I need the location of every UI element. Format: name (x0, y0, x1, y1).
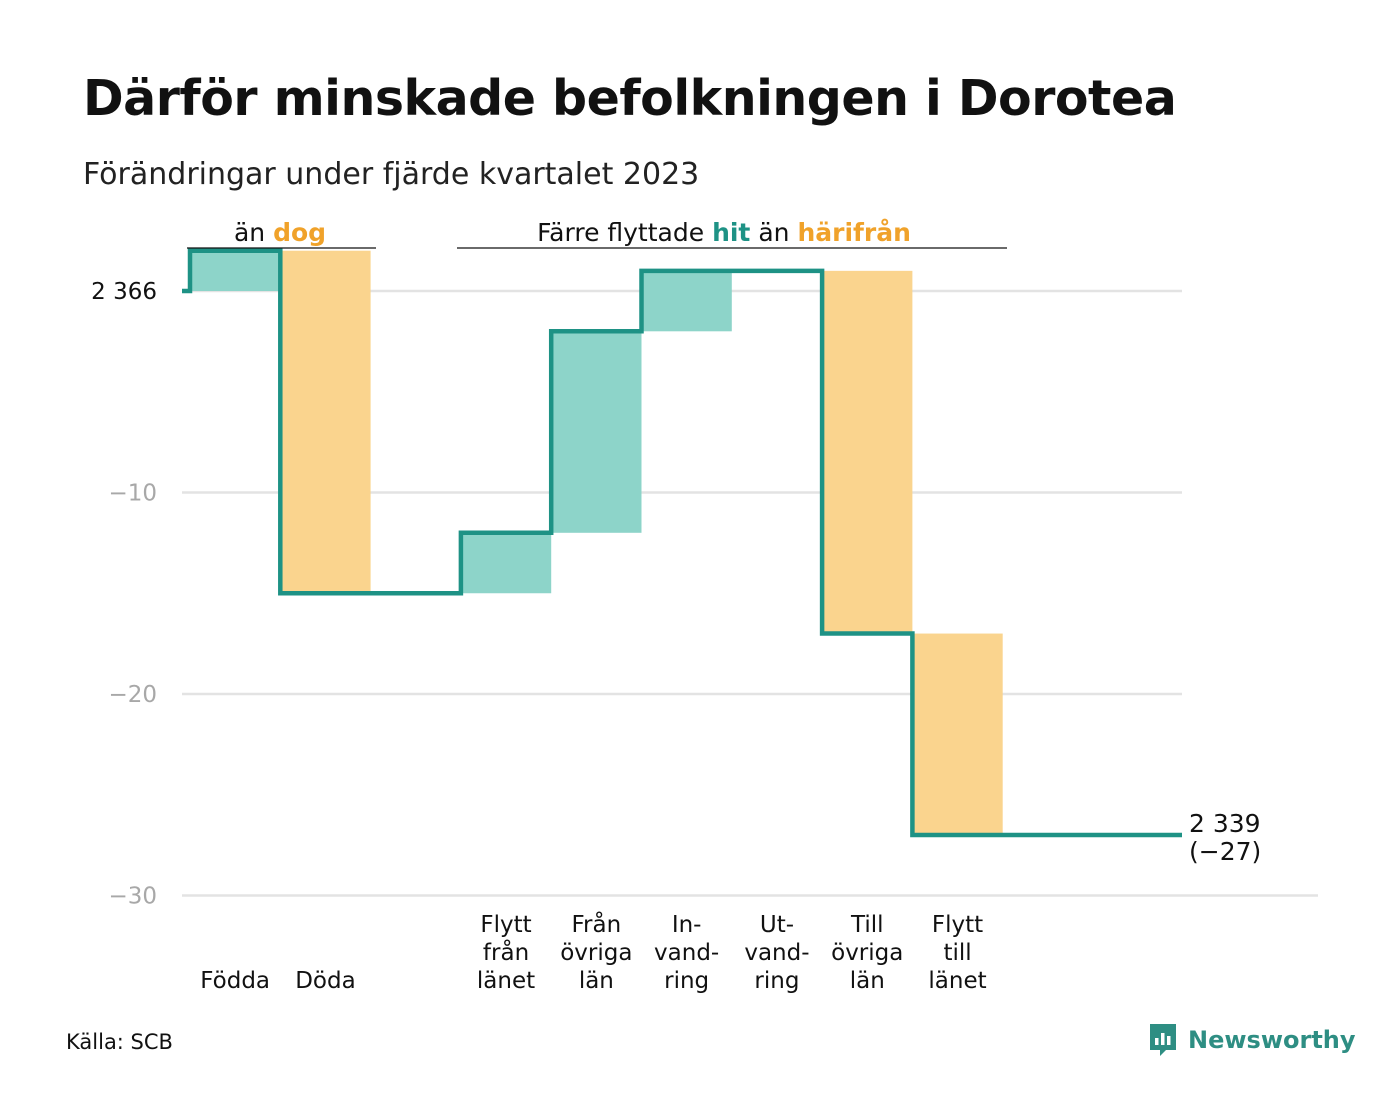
newsworthy-logo-icon (1150, 1024, 1176, 1056)
category-label: Från (572, 910, 622, 938)
end-value-label: 2 339 (1189, 809, 1261, 838)
category-label: vand- (654, 940, 719, 966)
category-label: till (943, 940, 971, 966)
category-label: övriga (560, 940, 632, 966)
category-label: övriga (831, 940, 903, 966)
decrease-bar (912, 633, 1003, 836)
chart-title: Därför minskade befolkningen i Dorotea (83, 70, 1177, 127)
annotation-dog: än dog (234, 218, 326, 247)
decrease-bar (280, 250, 371, 594)
category-label: Ut- (760, 912, 794, 938)
category-label: Döda (295, 968, 355, 994)
category-label: län (850, 968, 885, 994)
increase-bar (641, 270, 732, 332)
newsworthy-logo-text: Newsworthy (1188, 1026, 1356, 1054)
category-label: ring (754, 968, 799, 994)
y-tick-label: −20 (108, 682, 157, 708)
decrease-bar (822, 270, 913, 634)
y-tick-label: −30 (108, 884, 157, 910)
source-note: Källa: SCB (66, 1030, 173, 1054)
chart-subtitle: Förändringar under fjärde kvartalet 2023 (83, 157, 700, 192)
category-label: Till (850, 912, 884, 938)
start-value-label: 2 366 (91, 279, 157, 305)
y-tick-label: −10 (108, 481, 157, 507)
cumulative-step-line (182, 248, 1182, 838)
category-label: länet (928, 968, 986, 994)
annotation-flyttade: Färre flyttade hit än härifrån (537, 218, 911, 247)
category-label: vand- (744, 940, 809, 966)
increase-bar (551, 331, 642, 533)
increase-bar (460, 532, 552, 594)
category-label: ring (664, 968, 709, 994)
end-change-label: (−27) (1189, 837, 1261, 866)
category-label: Födda (200, 968, 270, 994)
newsworthy-logo: Newsworthy (1148, 1022, 1356, 1058)
category-label: In- (672, 912, 702, 938)
category-label: länet (477, 968, 535, 994)
category-label: län (579, 968, 614, 994)
category-label: från (483, 938, 529, 966)
increase-bar (190, 250, 281, 291)
category-label: Flytt (932, 912, 983, 938)
category-label: Flytt (480, 912, 531, 938)
